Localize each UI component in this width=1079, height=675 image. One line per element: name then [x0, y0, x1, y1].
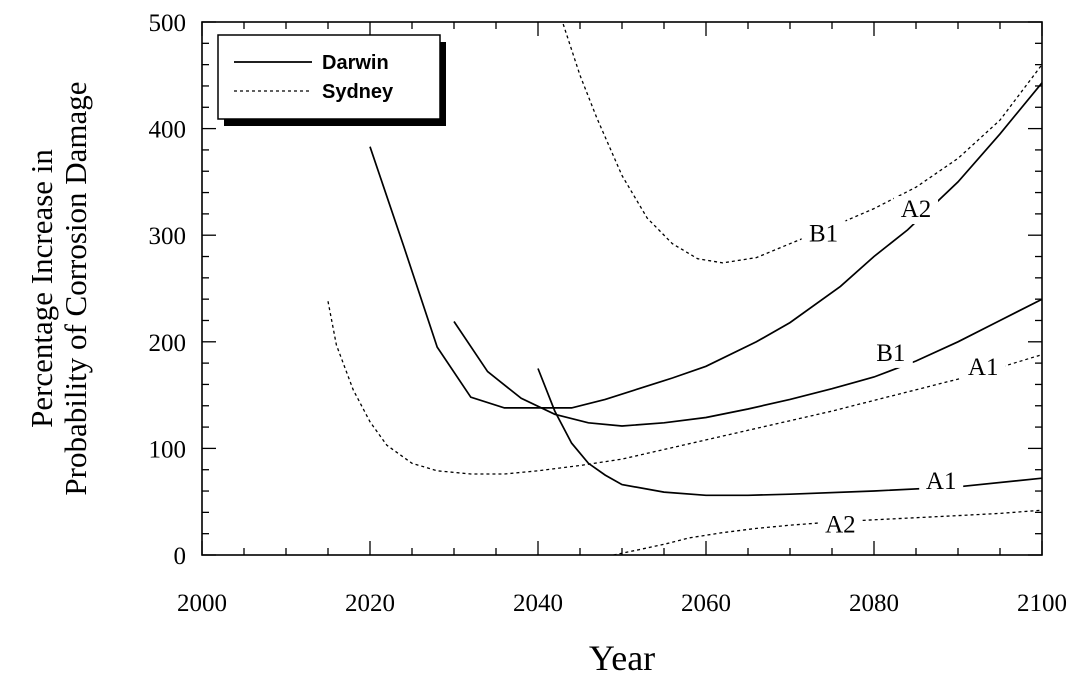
series-line-darwin-a1: [537, 368, 1043, 497]
x-tick-label: 2040: [513, 590, 563, 617]
x-tick-label: 2100: [1017, 590, 1067, 617]
x-axis-title: Year: [589, 638, 655, 675]
curve-label-bg-darwin-a1: [919, 467, 964, 496]
curve-label-sydney-a1: A1: [968, 354, 999, 381]
y-axis-title-line1: Percentage Increase in: [24, 149, 59, 428]
y-tick-label: 100: [149, 436, 187, 463]
x-tick-label: 2080: [849, 590, 899, 617]
y-tick-label: 200: [149, 330, 187, 357]
curve-label-bg-sydney-b1: [801, 220, 846, 249]
y-tick-label: 0: [174, 543, 187, 570]
curve-label-darwin-a2: A2: [901, 196, 932, 223]
curve-label-sydney-b1: B1: [809, 221, 838, 248]
curve-label-bg-darwin-b1: [868, 339, 913, 368]
curve-label-bg-sydney-a1: [961, 353, 1006, 382]
series-line-sydney-b1: [562, 23, 1043, 264]
legend-label-darwin: Darwin: [322, 52, 389, 74]
series-line-darwin-a2: [369, 82, 1043, 409]
y-tick-label: 300: [149, 223, 187, 250]
curve-label-sydney-a2: A2: [825, 512, 856, 539]
legend-label-sydney: Sydney: [322, 81, 394, 103]
curve-label-bg-darwin-a2: [894, 196, 938, 225]
curve-label-darwin-b1: B1: [876, 340, 905, 367]
legend-box: [217, 34, 441, 120]
y-tick-label: 500: [149, 10, 187, 37]
axes: 0 100 200 300 400 500 2000 2020 2040 2060 2080 2100: [149, 10, 1068, 617]
x-tick-label: 2000: [177, 590, 227, 617]
curve-label-bg-sydney-a2: [818, 511, 863, 540]
series-line-darwin-b1: [453, 298, 1043, 427]
series-line-sydney-a1: [327, 301, 1043, 475]
plot-area: [327, 23, 1043, 556]
y-axis-title-line2: Probability of Corrosion Damage: [58, 81, 93, 495]
y-tick-label: 400: [149, 117, 187, 144]
x-tick-label: 2060: [681, 590, 731, 617]
axis-titles: Year Percentage Increase in Probability of…: [24, 81, 655, 675]
x-tick-label: 2020: [345, 590, 395, 617]
curve-label-darwin-a1: A1: [926, 468, 957, 495]
legend: Darwin Sydney: [217, 34, 446, 126]
curve-labels: A2 B1 A1 B1 A1 A2: [801, 196, 1006, 540]
